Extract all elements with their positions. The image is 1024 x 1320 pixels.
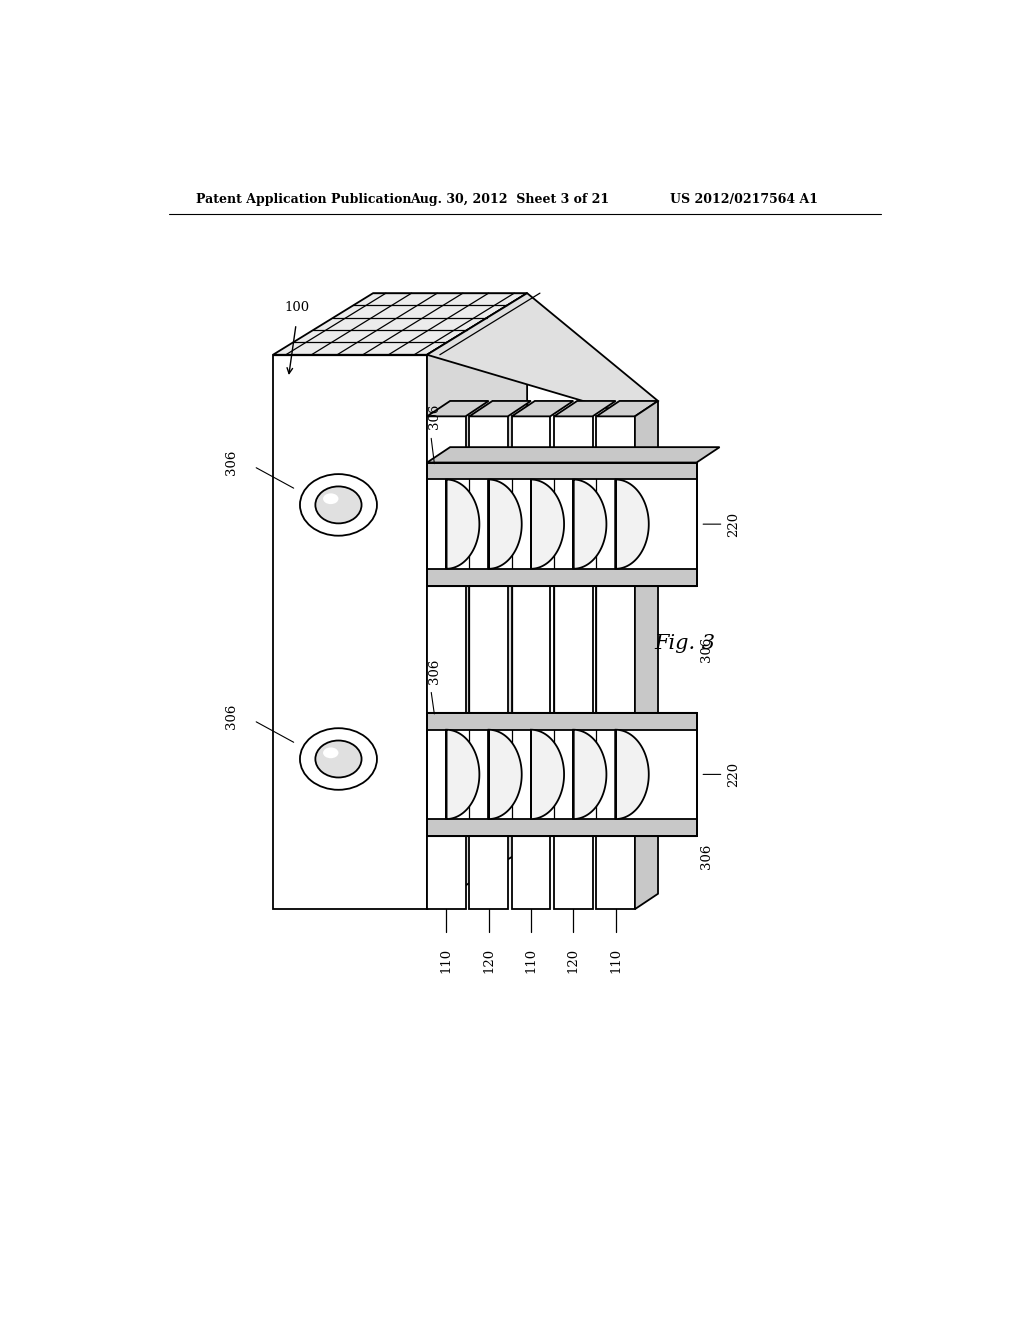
Polygon shape — [554, 401, 615, 416]
Text: 306: 306 — [225, 704, 239, 730]
Polygon shape — [273, 355, 427, 909]
Polygon shape — [488, 730, 521, 818]
Polygon shape — [427, 447, 720, 462]
Text: US 2012/0217564 A1: US 2012/0217564 A1 — [670, 193, 817, 206]
Text: 110: 110 — [439, 948, 453, 973]
Polygon shape — [615, 730, 649, 818]
Polygon shape — [427, 401, 488, 416]
Polygon shape — [427, 462, 696, 479]
Text: 306: 306 — [428, 404, 441, 429]
Polygon shape — [512, 416, 550, 909]
Polygon shape — [427, 569, 696, 586]
Text: Aug. 30, 2012  Sheet 3 of 21: Aug. 30, 2012 Sheet 3 of 21 — [410, 193, 609, 206]
Ellipse shape — [323, 747, 339, 758]
Polygon shape — [469, 401, 531, 416]
Polygon shape — [531, 479, 564, 569]
Text: 110: 110 — [524, 948, 538, 973]
Polygon shape — [531, 730, 564, 818]
Polygon shape — [554, 416, 593, 909]
Polygon shape — [273, 293, 527, 355]
Text: 306: 306 — [428, 659, 441, 684]
Polygon shape — [427, 818, 696, 836]
Text: Patent Application Publication: Patent Application Publication — [196, 193, 412, 206]
Ellipse shape — [323, 494, 339, 504]
Ellipse shape — [300, 474, 377, 536]
Text: 306: 306 — [700, 843, 714, 869]
Text: 306: 306 — [700, 636, 714, 661]
Polygon shape — [596, 401, 658, 416]
Text: 220: 220 — [727, 512, 740, 537]
Ellipse shape — [315, 741, 361, 777]
Polygon shape — [596, 416, 635, 909]
Polygon shape — [446, 730, 479, 818]
Ellipse shape — [315, 487, 361, 524]
Polygon shape — [427, 293, 527, 909]
Ellipse shape — [300, 729, 377, 789]
Polygon shape — [488, 479, 521, 569]
Polygon shape — [469, 416, 508, 909]
Text: 306: 306 — [225, 450, 239, 475]
Polygon shape — [427, 713, 696, 730]
Polygon shape — [512, 401, 573, 416]
Polygon shape — [615, 479, 649, 569]
Polygon shape — [427, 293, 658, 416]
Polygon shape — [446, 479, 479, 569]
Text: 120: 120 — [567, 948, 580, 973]
Polygon shape — [635, 401, 658, 909]
Polygon shape — [427, 713, 696, 836]
Polygon shape — [427, 462, 696, 586]
Polygon shape — [573, 479, 606, 569]
Text: 120: 120 — [482, 948, 496, 973]
Text: Fig. 3: Fig. 3 — [654, 634, 715, 653]
Text: 100: 100 — [285, 301, 309, 314]
Polygon shape — [427, 416, 466, 909]
Polygon shape — [573, 730, 606, 818]
Text: 220: 220 — [727, 762, 740, 787]
Text: 110: 110 — [609, 948, 623, 973]
